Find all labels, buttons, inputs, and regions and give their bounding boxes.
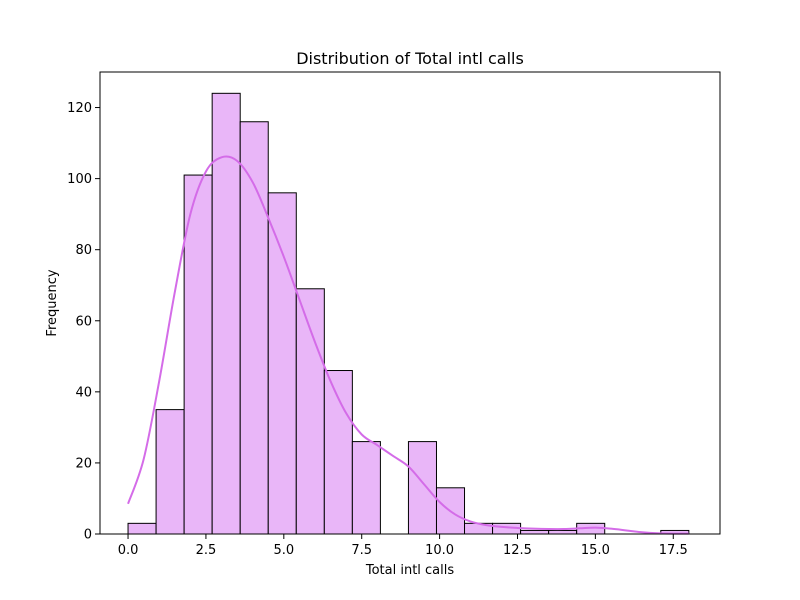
histogram-bar bbox=[407, 441, 437, 535]
x-axis-ticks: 0.0 2.5 5.0 7.5 10.0 12.5 15.0 17.5 bbox=[118, 534, 688, 558]
y-tick-label: 100 bbox=[67, 172, 92, 187]
x-tick-label: 7.5 bbox=[351, 543, 372, 558]
x-tick-label: 5.0 bbox=[273, 543, 294, 558]
plot-frame bbox=[99, 71, 721, 535]
y-tick-label: 0 bbox=[84, 528, 92, 543]
histogram-bar bbox=[295, 288, 325, 535]
x-tick-label: 10.0 bbox=[425, 543, 454, 558]
kde-curve bbox=[127, 155, 689, 535]
x-tick-label: 17.5 bbox=[659, 543, 688, 558]
y-tick-label: 80 bbox=[75, 243, 92, 258]
y-tick-label: 20 bbox=[75, 456, 92, 471]
y-axis-label: Frequency bbox=[45, 269, 60, 336]
histogram-bar bbox=[351, 441, 381, 535]
histogram-bar bbox=[548, 529, 578, 535]
x-tick-label: 15.0 bbox=[581, 543, 610, 558]
x-axis-label: Total intl calls bbox=[365, 563, 455, 578]
histogram-bar bbox=[267, 192, 297, 535]
y-axis-ticks: 0 20 40 60 80 100 120 bbox=[67, 101, 100, 543]
chart-title: Distribution of Total intl calls bbox=[296, 49, 524, 68]
histogram-bar bbox=[155, 409, 185, 535]
x-tick-label: 0.0 bbox=[118, 543, 139, 558]
histogram-bar bbox=[323, 370, 353, 535]
histogram-bar bbox=[127, 522, 157, 535]
x-tick-label: 2.5 bbox=[196, 543, 217, 558]
y-tick-label: 120 bbox=[67, 101, 92, 116]
histogram-bar bbox=[183, 174, 213, 535]
y-tick-label: 60 bbox=[75, 314, 92, 329]
y-tick-label: 40 bbox=[75, 385, 92, 400]
histogram-bar bbox=[520, 529, 550, 535]
x-tick-label: 12.5 bbox=[503, 543, 532, 558]
